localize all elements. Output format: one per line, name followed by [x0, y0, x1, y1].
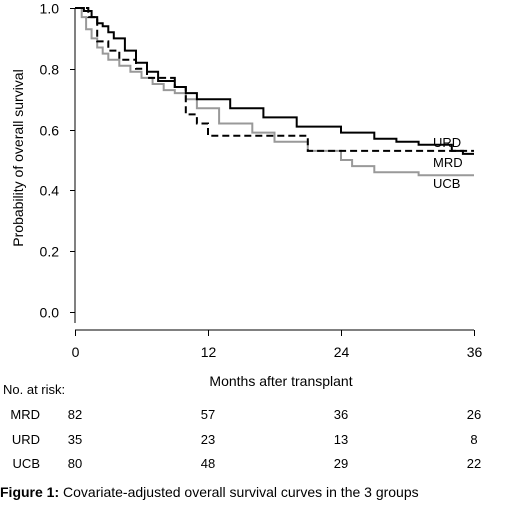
x-tick-label: 0 — [72, 344, 80, 360]
y-ticks: 0.0 0.2 0.4 0.6 0.8 1.0 — [40, 1, 75, 321]
chart-axes — [74, 8, 474, 331]
y-tick-label: 1.0 — [40, 1, 60, 17]
series-label-mrd: MRD — [433, 155, 463, 170]
figure-caption: Figure 1: Covariate-adjusted overall sur… — [0, 484, 520, 500]
y-axis-label: Probability of overall survival — [10, 69, 26, 246]
x-axis-label: Months after transplant — [209, 373, 352, 389]
y-tick-label: 0.6 — [40, 123, 60, 139]
risk-value: 48 — [201, 456, 215, 471]
risk-value: 82 — [68, 407, 82, 422]
x-ticks: 0 12 24 36 — [72, 330, 483, 360]
risk-row-group: MRD — [10, 407, 40, 422]
caption-text: Covariate-adjusted overall survival curv… — [59, 484, 419, 500]
y-tick-label: 0.8 — [40, 62, 60, 78]
series-line-urd — [75, 7, 474, 152]
x-tick-label: 36 — [467, 344, 483, 360]
risk-value: 36 — [334, 407, 348, 422]
x-tick-label: 24 — [334, 344, 350, 360]
series-label-ucb: UCB — [433, 176, 460, 191]
risk-value: 23 — [201, 432, 215, 447]
series-lines — [75, 7, 474, 177]
risk-value: 13 — [334, 432, 348, 447]
risk-row-group: UCB — [13, 456, 40, 471]
x-tick-label: 12 — [201, 344, 217, 360]
risk-table-title: No. at risk: — [3, 382, 65, 397]
survival-chart: 0.0 0.2 0.4 0.6 0.8 1.0 0 12 24 36 Probability o… — [3, 1, 483, 472]
risk-value: 29 — [334, 456, 348, 471]
series-line-mrd — [75, 7, 474, 155]
caption-label: Figure 1: — [0, 484, 60, 500]
risk-table: No. at risk: MRD 82 57 36 26 URD 35 23 13 8 UCB 80 4… — [3, 382, 481, 471]
risk-value: 57 — [201, 407, 215, 422]
series-labels: URD MRD UCB — [433, 135, 463, 191]
risk-value: 80 — [68, 456, 82, 471]
risk-value: 22 — [467, 456, 481, 471]
y-tick-label: 0.2 — [40, 244, 60, 260]
series-line-ucb — [75, 7, 474, 177]
risk-value: 8 — [470, 432, 477, 447]
risk-value: 35 — [68, 432, 82, 447]
risk-row-group: URD — [12, 432, 40, 447]
risk-value: 26 — [467, 407, 481, 422]
y-tick-label: 0.4 — [40, 183, 60, 199]
y-tick-label: 0.0 — [40, 305, 60, 321]
series-label-urd: URD — [433, 135, 461, 150]
